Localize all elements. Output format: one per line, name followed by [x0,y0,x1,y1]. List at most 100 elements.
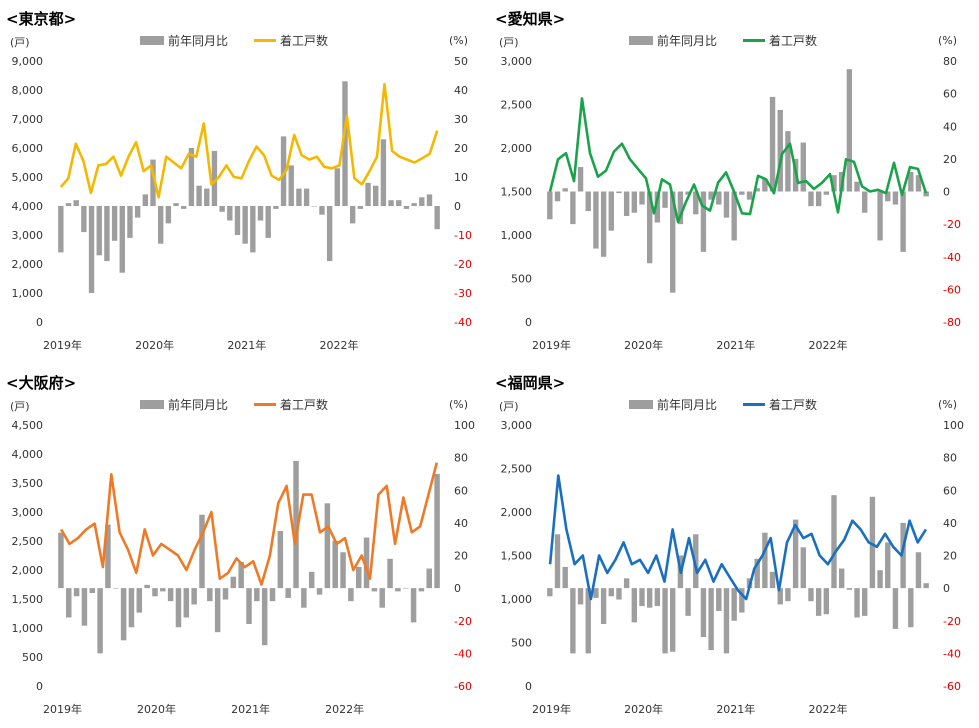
bar [639,191,645,205]
bar [769,571,776,589]
left-tick-label: 5,000 [12,171,44,184]
bar [357,206,364,209]
bar [58,532,64,589]
bar [261,588,268,646]
left-tick-label: 1,500 [12,593,44,606]
right-tick-label: 30 [454,113,468,126]
right-tick-label: 20 [943,550,957,563]
bar [646,588,653,608]
chart-title: <福岡県> [495,374,566,392]
left-tick-label: 3,000 [12,229,44,242]
bar [144,584,150,589]
bar [892,191,899,205]
left-tick-label: 3,000 [501,419,533,432]
bar [97,588,103,654]
left-tick-label: 3,000 [501,55,533,68]
bar [426,568,432,589]
left-axis-unit: (戸) [10,400,30,413]
left-axis-unit: (戸) [10,36,30,49]
bar [348,588,354,602]
bar [716,588,722,611]
bar [222,588,229,600]
plot-area: 0 500 1,000 1,500 2,000 2,500 3,000 3,500 4,000 4… [12,419,476,716]
bar [600,588,607,625]
plot-area: 0 1,000 2,000 3,000 4,000 5,000 6,000 7,000 8,00… [12,55,472,352]
x-tick-label: 2021年 [716,702,755,716]
right-tick-label: 50 [454,55,468,68]
bar [308,571,315,589]
bar [908,588,914,628]
bar [662,191,668,208]
bar [831,495,837,589]
right-tick-label: -60 [943,680,961,693]
bar [831,175,837,192]
left-tick-label: 3,500 [12,477,44,490]
bar [134,206,141,218]
left-tick-label: 1,000 [501,593,533,606]
left-tick-label: 1,500 [501,550,533,563]
bar [88,206,95,293]
line-series [59,82,439,199]
right-tick-label: 80 [943,452,957,465]
bar [754,188,760,192]
right-tick-label: 60 [943,88,957,101]
bar [104,206,110,262]
bar [885,542,891,589]
right-tick-label: -20 [454,258,472,271]
bar [273,206,279,209]
bar [631,588,638,623]
bar [593,191,599,249]
legend-bar-label: 前年同月比 [168,34,229,48]
bar [303,188,310,206]
bar [418,588,425,592]
bar [173,203,179,206]
left-tick-label: 0 [525,316,532,329]
bar [600,191,607,257]
left-tick-label: 1,000 [12,622,44,635]
right-tick-label: 10 [454,171,468,184]
left-tick-label: 500 [511,273,532,286]
legend: 前年同月比 着工戸数 [629,32,817,49]
bar [862,588,868,616]
bar [395,588,401,592]
bar [777,109,783,192]
legend-line-swatch [254,39,277,42]
bar [915,552,922,589]
bar [593,588,599,598]
bar [207,588,213,602]
right-tick-label: -60 [454,680,472,693]
bar [296,188,302,206]
bar [823,588,830,615]
bar [105,524,111,589]
left-tick-label: 2,500 [501,99,533,112]
right-axis-unit: (%) [938,398,958,411]
legend-bar-label: 前年同月比 [657,398,718,412]
right-tick-label: -40 [943,647,961,660]
bar [127,206,133,238]
bar [677,191,684,225]
bar [89,588,96,594]
right-tick-label: -10 [454,229,472,242]
bar [113,588,119,589]
bar [96,206,102,256]
bar [160,588,166,592]
bar [739,191,745,195]
right-axis-unit: (%) [449,398,469,411]
right-tick-label: 60 [454,484,468,497]
legend-bar-label: 前年同月比 [657,34,718,48]
left-tick-label: 500 [511,637,532,650]
chart-title: <東京都> [6,10,77,28]
bar [371,588,378,592]
bar [562,566,568,589]
left-tick-label: 8,000 [12,84,44,97]
left-tick-label: 500 [22,651,43,664]
legend-line-label: 着工戸数 [769,34,818,48]
right-tick-label: 80 [943,55,957,68]
bar [204,188,210,206]
bar [716,191,722,205]
bar [554,191,561,202]
left-tick-label: 3,000 [12,506,44,519]
left-tick-label: 0 [36,316,43,329]
left-tick-label: 4,000 [12,448,44,461]
legend-bar-swatch [140,400,164,409]
